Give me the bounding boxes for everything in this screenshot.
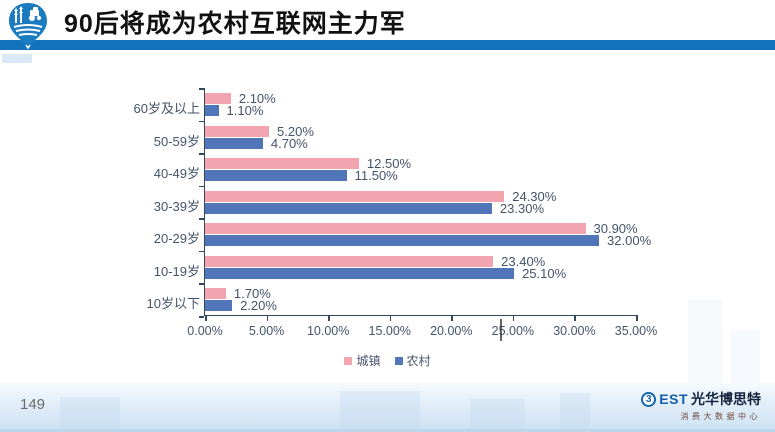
header-divider — [0, 40, 775, 50]
slide-footer: 149 3 EST 光华博思特 消费大数据中心 — [0, 383, 775, 432]
value-label: 11.50% — [354, 168, 398, 183]
building-silhouette — [560, 393, 590, 429]
urban-bar — [205, 223, 586, 234]
x-axis-tick — [266, 316, 269, 321]
value-label: 4.70% — [270, 135, 308, 151]
rural-bar — [205, 300, 233, 311]
building-silhouette — [730, 330, 760, 383]
value-label: 1.10% — [226, 103, 264, 118]
y-axis-tick — [199, 283, 204, 285]
chart-legend: 城镇 农村 — [0, 352, 775, 369]
legend-item-rural: 农村 — [394, 352, 431, 369]
value-label: 24.30% — [512, 188, 557, 204]
cursor-artifact — [500, 319, 502, 341]
x-axis-tick — [328, 316, 330, 321]
value-label: 32.00% — [607, 233, 652, 248]
legend-item-urban: 城镇 — [344, 352, 381, 369]
x-axis-tick — [574, 316, 576, 321]
x-tick-label: 30.00% — [553, 324, 596, 338]
x-axis — [203, 314, 638, 316]
rural-bar — [205, 137, 263, 149]
x-axis-tick — [451, 316, 453, 321]
y-axis-tick — [199, 88, 204, 90]
x-tick-label: 35.00% — [614, 324, 658, 338]
y-axis-tick — [199, 153, 204, 155]
urban-bar — [205, 158, 359, 169]
brand-subtitle: 消费大数据中心 — [680, 412, 761, 421]
page-number: 149 — [20, 396, 46, 413]
value-label: 1.70% — [233, 286, 271, 301]
value-label: 25.10% — [522, 265, 567, 281]
y-axis-tick — [199, 250, 204, 253]
urban-bar — [205, 125, 270, 137]
y-axis-tick — [199, 120, 204, 123]
building-silhouette — [688, 300, 722, 383]
y-axis-tick — [199, 185, 204, 188]
x-tick-label: 0.00% — [187, 324, 223, 338]
decorative-patch — [2, 54, 32, 63]
category-label: 10-19岁 — [153, 263, 200, 279]
rural-bar — [205, 235, 600, 246]
x-tick-label: 20.00% — [430, 324, 473, 338]
x-tick-label: 25.00% — [491, 324, 535, 338]
slide-header: 90后将成为农村互联网主力军 — [0, 0, 775, 50]
rural-bar — [205, 170, 347, 181]
brand-name-en: EST — [659, 391, 688, 407]
value-label: 5.20% — [277, 123, 314, 139]
category-label: 40-49岁 — [153, 166, 200, 181]
value-label: 23.40% — [501, 253, 546, 269]
best-logo-icon: 3 — [641, 391, 657, 407]
category-label: 30-39岁 — [153, 198, 200, 214]
value-label: 2.10% — [238, 91, 276, 106]
y-axis — [203, 88, 205, 316]
x-axis-tick — [512, 316, 515, 321]
page-title: 90后将成为农村互联网主力军 — [64, 10, 406, 38]
category-label: 10岁以下 — [146, 296, 200, 311]
x-axis-tick — [389, 316, 392, 321]
urban-bar — [205, 190, 505, 202]
y-axis-tick — [199, 218, 204, 220]
x-tick-label: 15.00% — [368, 324, 411, 338]
legend-label: 城镇 — [356, 354, 381, 368]
rural-bar — [205, 105, 219, 116]
rural-bar — [205, 202, 492, 214]
rural-bar — [205, 267, 515, 279]
brand-name-cn: 光华博思特 — [691, 391, 761, 407]
building-silhouette — [470, 399, 525, 429]
urban-bar — [205, 288, 226, 299]
category-label: 60岁及以上 — [133, 101, 200, 116]
farm-location-pin-icon — [9, 3, 47, 50]
category-label: 50-59岁 — [153, 133, 200, 149]
x-axis-tick — [205, 316, 207, 321]
urban-bar — [205, 93, 231, 104]
urban-swatch-icon — [344, 356, 353, 365]
y-axis-tick — [199, 316, 204, 318]
category-label: 20-29岁 — [153, 231, 200, 246]
value-label: 2.20% — [240, 298, 277, 313]
x-tick-label: 5.00% — [248, 324, 285, 338]
rural-swatch-icon — [394, 356, 403, 365]
value-label: 23.30% — [499, 200, 545, 216]
value-label: 12.50% — [366, 156, 412, 171]
building-silhouette — [60, 397, 120, 429]
building-silhouette — [340, 391, 420, 429]
x-tick-label: 10.00% — [306, 324, 350, 338]
legend-label: 农村 — [406, 354, 431, 368]
x-axis-tick — [636, 316, 638, 321]
urban-bar — [205, 255, 494, 267]
brand-logo: 3 EST 光华博思特 消费大数据中心 — [641, 389, 761, 422]
value-label: 30.90% — [593, 221, 638, 236]
